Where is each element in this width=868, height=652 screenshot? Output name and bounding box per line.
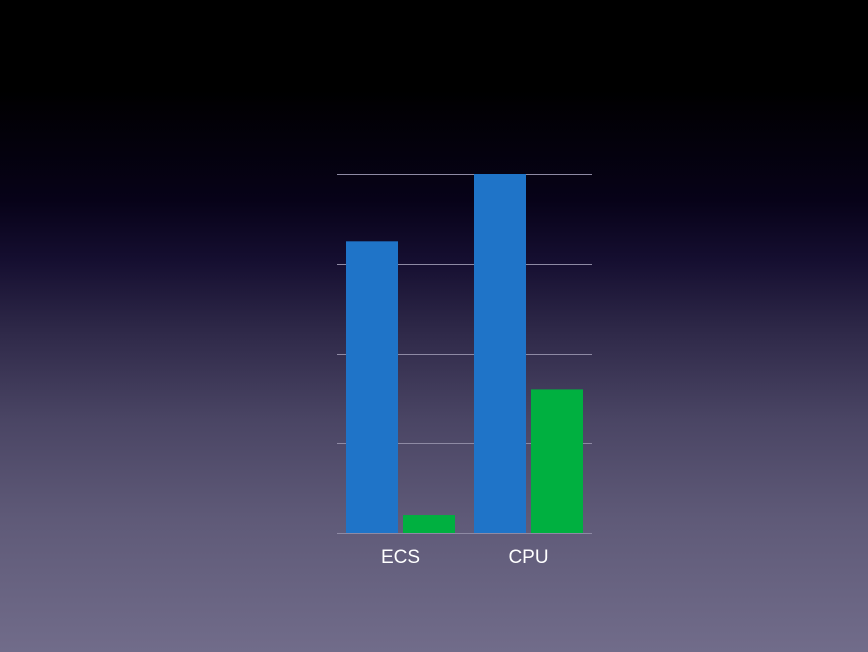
x-tick-label-ecs: ECS — [381, 547, 420, 568]
x-tick-label-cpu: CPU — [508, 547, 548, 568]
bar-cpu-series-2 — [531, 389, 583, 533]
label-layer: ECS CPU — [381, 547, 549, 568]
bar-layer — [346, 174, 583, 533]
bar-cpu-series-1 — [474, 174, 526, 533]
bar-ecs-series-2 — [403, 515, 455, 533]
bar-ecs-series-1 — [346, 241, 398, 533]
